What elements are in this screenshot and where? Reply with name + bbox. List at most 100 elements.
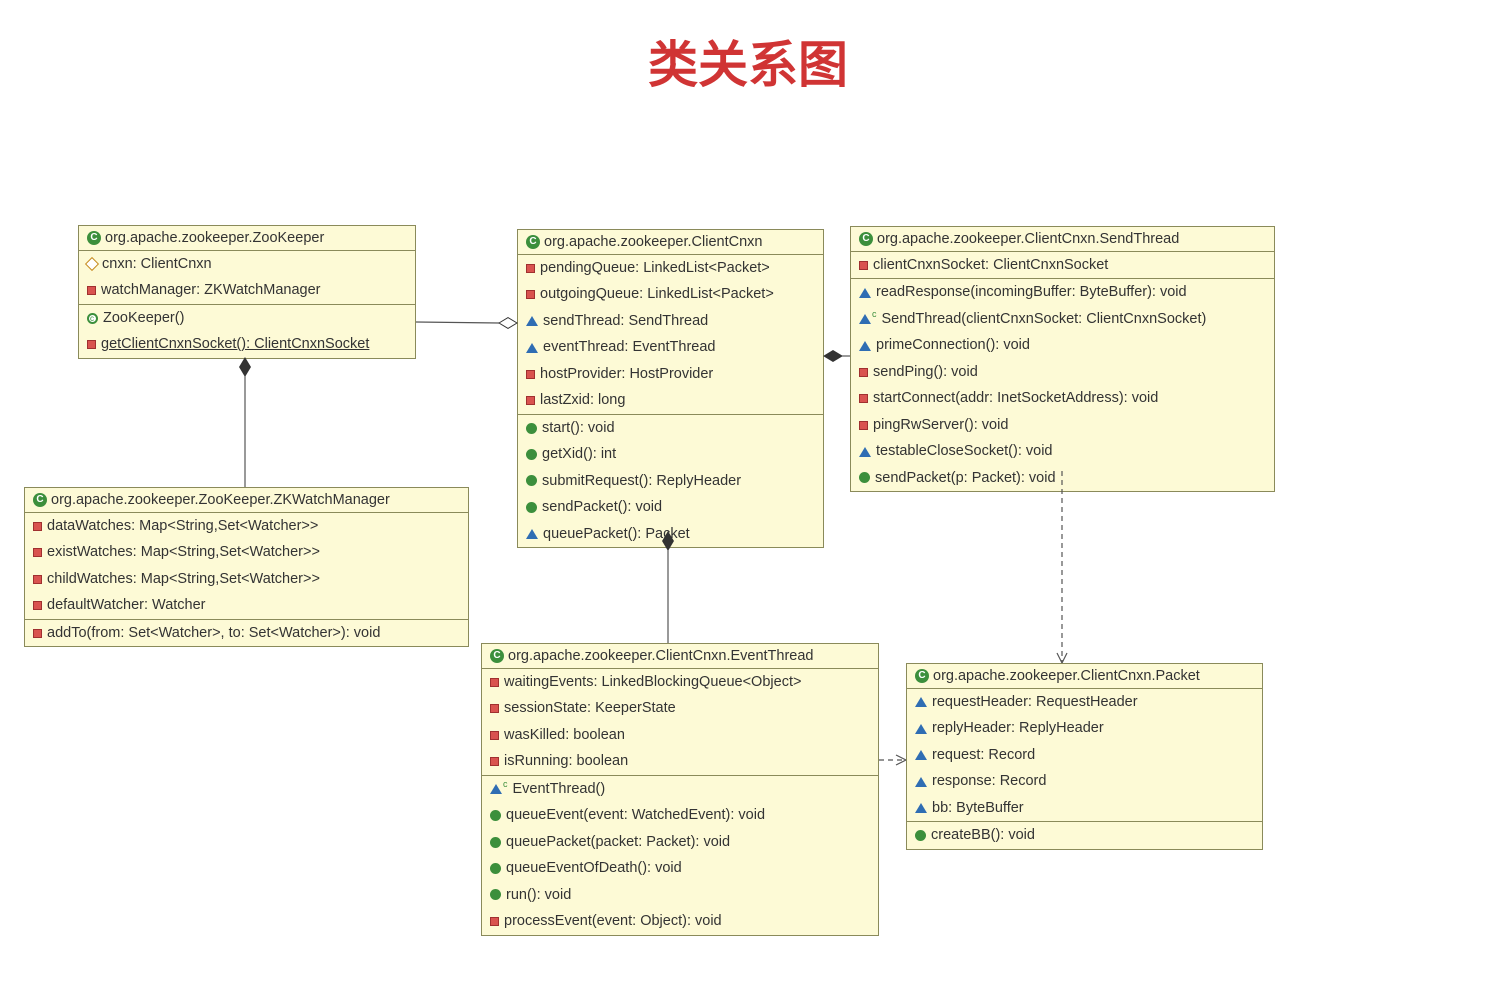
member-text: SendThread(clientCnxnSocket: ClientCnxnS… [882, 308, 1207, 330]
methods-section: createBB(): void [907, 822, 1262, 848]
visibility-icon [490, 678, 499, 687]
field-row: response: Record [907, 768, 1262, 794]
class-name: org.apache.zookeeper.ClientCnxn.EventThr… [508, 648, 814, 664]
method-row: cSendThread(clientCnxnSocket: ClientCnxn… [851, 306, 1274, 332]
class-clientcnxn: org.apache.zookeeper.ClientCnxn pendingQ… [517, 229, 824, 548]
field-row: replyHeader: ReplyHeader [907, 715, 1262, 741]
member-text: createBB(): void [931, 824, 1035, 846]
visibility-icon [33, 601, 42, 610]
field-row: dataWatches: Map<String,Set<Watcher>> [25, 513, 468, 539]
class-zookeeper: org.apache.zookeeper.ZooKeeper cnxn: Cli… [78, 225, 416, 359]
class-name: org.apache.zookeeper.ClientCnxn.Packet [933, 668, 1200, 684]
visibility-icon [526, 423, 537, 434]
class-icon [915, 669, 929, 683]
method-row: primeConnection(): void [851, 332, 1274, 358]
member-text: submitRequest(): ReplyHeader [542, 470, 741, 492]
field-row: defaultWatcher: Watcher [25, 592, 468, 618]
member-text: watchManager: ZKWatchManager [101, 279, 320, 301]
visibility-icon [915, 750, 927, 760]
method-row: sendPacket(p: Packet): void [851, 465, 1274, 491]
fields-section: clientCnxnSocket: ClientCnxnSocket [851, 252, 1274, 279]
fields-section: requestHeader: RequestHeaderreplyHeader:… [907, 689, 1262, 822]
visibility-icon [859, 447, 871, 457]
member-text: waitingEvents: LinkedBlockingQueue<Objec… [504, 671, 801, 693]
visibility-icon [859, 394, 868, 403]
field-row: request: Record [907, 742, 1262, 768]
visibility-icon [526, 290, 535, 299]
class-name: org.apache.zookeeper.ZooKeeper.ZKWatchMa… [51, 492, 390, 508]
visibility-icon [859, 421, 868, 430]
visibility-icon [87, 286, 96, 295]
class-eventthread: org.apache.zookeeper.ClientCnxn.EventThr… [481, 643, 879, 936]
method-row: sendPacket(): void [518, 494, 823, 520]
method-row: pingRwServer(): void [851, 412, 1274, 438]
visibility-icon [526, 264, 535, 273]
member-text: testableCloseSocket(): void [876, 440, 1053, 462]
class-icon [33, 493, 47, 507]
method-row: queueEvent(event: WatchedEvent): void [482, 802, 878, 828]
visibility-icon [526, 396, 535, 405]
visibility-icon [87, 340, 96, 349]
visibility-icon [490, 757, 499, 766]
field-row: cnxn: ClientCnxn [79, 251, 415, 277]
class-watchmgr: org.apache.zookeeper.ZooKeeper.ZKWatchMa… [24, 487, 469, 647]
member-text: dataWatches: Map<String,Set<Watcher>> [47, 515, 318, 537]
field-row: existWatches: Map<String,Set<Watcher>> [25, 539, 468, 565]
member-text: sendPacket(p: Packet): void [875, 467, 1056, 489]
visibility-icon [33, 629, 42, 638]
visibility-icon [490, 863, 501, 874]
member-text: start(): void [542, 417, 615, 439]
visibility-icon [33, 522, 42, 531]
method-row: ZooKeeper() [79, 305, 415, 331]
field-row: childWatches: Map<String,Set<Watcher>> [25, 566, 468, 592]
field-row: eventThread: EventThread [518, 334, 823, 360]
member-text: existWatches: Map<String,Set<Watcher>> [47, 541, 320, 563]
class-icon [859, 232, 873, 246]
member-text: response: Record [932, 770, 1046, 792]
fields-section: waitingEvents: LinkedBlockingQueue<Objec… [482, 669, 878, 776]
member-text: queuePacket(): Packet [543, 523, 690, 545]
member-text: run(): void [506, 884, 571, 906]
visibility-icon [526, 475, 537, 486]
field-row: pendingQueue: LinkedList<Packet> [518, 255, 823, 281]
class-name: org.apache.zookeeper.ClientCnxn [544, 234, 762, 250]
method-row: sendPing(): void [851, 359, 1274, 385]
class-packet: org.apache.zookeeper.ClientCnxn.Packet r… [906, 663, 1263, 850]
member-text: primeConnection(): void [876, 334, 1030, 356]
visibility-icon [526, 529, 538, 539]
methods-section: readResponse(incomingBuffer: ByteBuffer)… [851, 279, 1274, 491]
member-text: sendPacket(): void [542, 496, 662, 518]
field-row: lastZxid: long [518, 387, 823, 413]
visibility-icon [859, 288, 871, 298]
member-text: childWatches: Map<String,Set<Watcher>> [47, 568, 320, 590]
field-row: wasKilled: boolean [482, 722, 878, 748]
method-row: startConnect(addr: InetSocketAddress): v… [851, 385, 1274, 411]
member-text: defaultWatcher: Watcher [47, 594, 206, 616]
methods-section: addTo(from: Set<Watcher>, to: Set<Watche… [25, 620, 468, 646]
visibility-icon [915, 697, 927, 707]
visibility-icon [915, 724, 927, 734]
field-row: clientCnxnSocket: ClientCnxnSocket [851, 252, 1274, 278]
visibility-icon [859, 341, 871, 351]
method-row: queueEventOfDeath(): void [482, 855, 878, 881]
visibility-icon [859, 261, 868, 270]
member-text: processEvent(event: Object): void [504, 910, 722, 932]
field-row: sendThread: SendThread [518, 308, 823, 334]
member-text: wasKilled: boolean [504, 724, 625, 746]
methods-section: cEventThread()queueEvent(event: WatchedE… [482, 776, 878, 935]
field-row: bb: ByteBuffer [907, 795, 1262, 821]
visibility-icon [85, 257, 99, 271]
visibility-icon [526, 370, 535, 379]
member-text: outgoingQueue: LinkedList<Packet> [540, 283, 774, 305]
method-row: submitRequest(): ReplyHeader [518, 468, 823, 494]
member-text: startConnect(addr: InetSocketAddress): v… [873, 387, 1158, 409]
visibility-icon [526, 502, 537, 513]
class-header: org.apache.zookeeper.ClientCnxn.SendThre… [851, 227, 1274, 252]
visibility-icon [915, 830, 926, 841]
class-sendthread: org.apache.zookeeper.ClientCnxn.SendThre… [850, 226, 1275, 492]
member-text: queueEvent(event: WatchedEvent): void [506, 804, 765, 826]
member-text: lastZxid: long [540, 389, 625, 411]
member-text: pingRwServer(): void [873, 414, 1008, 436]
field-row: hostProvider: HostProvider [518, 361, 823, 387]
visibility-icon [33, 575, 42, 584]
